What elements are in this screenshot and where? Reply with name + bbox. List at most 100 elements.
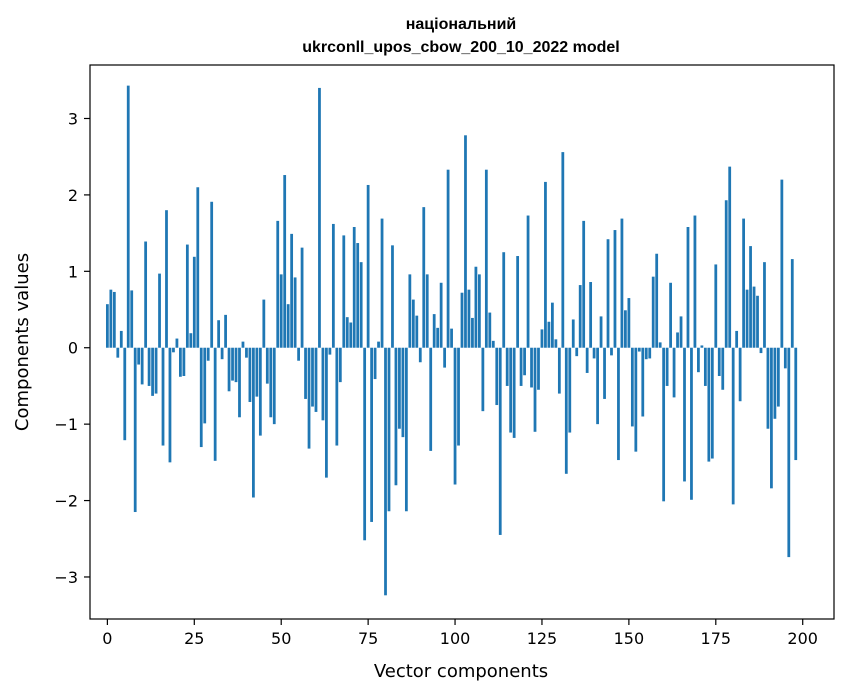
bar-4 (119, 330, 123, 348)
bar-98 (446, 169, 450, 348)
bar-23 (185, 244, 189, 348)
bar-16 (161, 347, 165, 446)
bar-132 (564, 347, 568, 474)
y-tick-label: 2 (68, 186, 78, 205)
bar-24 (189, 333, 193, 348)
bar-162 (669, 282, 672, 348)
bar-77 (373, 347, 377, 380)
bar-105 (471, 317, 474, 348)
bar-103 (464, 135, 467, 348)
bar-117 (512, 347, 516, 438)
bar-92 (425, 274, 429, 348)
bar-35 (227, 347, 231, 392)
bar-137 (582, 220, 586, 348)
bar-115 (505, 347, 509, 386)
bar-15 (158, 273, 161, 348)
bar-191 (770, 347, 773, 489)
bar-72 (356, 243, 360, 348)
bars-group (105, 85, 798, 596)
bar-21 (179, 347, 182, 377)
bar-59 (311, 347, 314, 407)
bar-17 (165, 210, 168, 348)
bar-193 (776, 347, 780, 407)
bar-106 (474, 266, 478, 348)
bar-187 (756, 295, 759, 348)
y-tick-label: −1 (54, 415, 78, 434)
chart-title-line1: національний (406, 16, 517, 33)
bar-173 (707, 347, 711, 462)
bar-110 (488, 312, 492, 348)
bar-66 (335, 347, 339, 446)
bar-122 (530, 347, 533, 388)
bar-197 (790, 259, 794, 348)
bar-163 (672, 347, 676, 398)
bar-88 (411, 299, 415, 348)
bar-28 (203, 347, 207, 424)
x-tick-label: 175 (701, 629, 732, 648)
bar-29 (206, 347, 210, 361)
bar-186 (752, 286, 756, 348)
bar-128 (551, 302, 554, 348)
bar-198 (794, 347, 798, 461)
bar-154 (641, 347, 645, 417)
bar-143 (603, 347, 606, 399)
bar-108 (481, 347, 485, 412)
x-axis-ticks: 0 25 50 75 100 125 150 175 200 (102, 619, 818, 648)
bar-60 (314, 347, 318, 412)
bar-51 (283, 175, 287, 348)
bar-153 (637, 347, 641, 352)
bar-33 (220, 347, 224, 360)
bar-141 (596, 347, 599, 425)
bar-150 (627, 298, 631, 348)
bar-125 (540, 329, 544, 348)
bar-81 (387, 347, 391, 512)
bar-30 (210, 201, 214, 348)
x-tick-label: 75 (358, 629, 378, 648)
bar-149 (624, 310, 627, 348)
bar-61 (318, 87, 321, 348)
bar-156 (648, 347, 652, 359)
chart-title-line2: ukrconll_upos_cbow_200_10_2022 model (302, 39, 619, 56)
bar-32 (217, 320, 221, 348)
bar-111 (491, 340, 495, 348)
bar-91 (422, 207, 426, 348)
bar-159 (658, 342, 662, 348)
bar-10 (140, 347, 144, 385)
bar-182 (738, 347, 742, 402)
bar-41 (248, 347, 252, 402)
bar-2 (112, 291, 116, 348)
bar-171 (700, 345, 704, 348)
bar-114 (502, 252, 506, 348)
y-axis-ticks: −3 −2 −1 0 1 2 3 (54, 109, 90, 587)
bar-11 (144, 241, 148, 348)
bar-80 (384, 347, 387, 596)
bar-1 (109, 289, 113, 348)
bar-89 (415, 315, 419, 348)
bar-188 (759, 347, 763, 354)
bar-55 (297, 347, 300, 361)
bar-13 (151, 347, 154, 396)
bar-6 (126, 85, 130, 348)
bar-43 (255, 347, 259, 397)
bar-102 (460, 292, 464, 348)
bar-160 (662, 347, 666, 502)
bar-166 (683, 347, 686, 482)
y-tick-label: 1 (68, 262, 78, 281)
bar-176 (717, 347, 721, 376)
bar-70 (349, 322, 353, 348)
bar-71 (352, 227, 356, 348)
bar-68 (342, 235, 346, 348)
bar-196 (787, 347, 791, 558)
y-tick-label: −3 (54, 568, 78, 587)
bar-152 (634, 347, 638, 452)
bar-189 (763, 262, 766, 348)
bar-101 (457, 347, 460, 446)
bar-39 (241, 341, 245, 348)
bar-127 (547, 321, 551, 348)
bar-8 (133, 347, 137, 513)
bar-181 (735, 330, 739, 348)
bar-25 (192, 256, 196, 348)
bar-42 (252, 347, 255, 498)
bar-76 (370, 347, 373, 522)
